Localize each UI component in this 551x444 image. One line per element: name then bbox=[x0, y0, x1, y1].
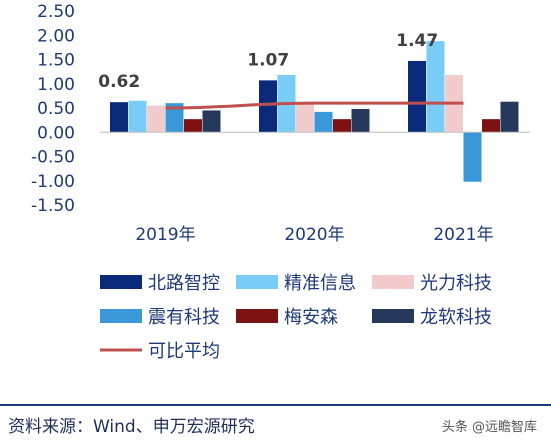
y-axis: 2.50 2.00 1.50 1.00 0.50 0.00 -0.50 -1.00 -1.50 bbox=[31, 2, 75, 216]
x-tick-label: 2021年 bbox=[433, 225, 493, 245]
legend-swatch-震有科技 bbox=[100, 309, 142, 323]
y-tick-label: 0.50 bbox=[37, 99, 75, 119]
data-label: 1.07 bbox=[247, 50, 289, 70]
bar-北路智控-2020年 bbox=[259, 80, 277, 133]
y-tick-label: 1.50 bbox=[37, 51, 75, 71]
legend-label-梅安森: 梅安森 bbox=[284, 307, 338, 328]
legend-label-震有科技: 震有科技 bbox=[148, 307, 220, 328]
x-tick-label: 2020年 bbox=[284, 225, 344, 245]
bar-龙软科技-2020年 bbox=[351, 108, 370, 133]
bar-光力科技-2019年 bbox=[147, 105, 165, 133]
data-label: 1.47 bbox=[396, 31, 438, 51]
y-tick-label: 2.50 bbox=[37, 2, 75, 22]
y-tick-label: 2.00 bbox=[37, 26, 75, 46]
legend-label-精准信息: 精准信息 bbox=[284, 273, 356, 294]
y-tick-label: -0.50 bbox=[31, 148, 75, 168]
bar-北路智控-2021年 bbox=[408, 60, 426, 133]
data-labels: 0.62 1.07 1.47 bbox=[98, 31, 438, 92]
bar-震有科技-2021年 bbox=[463, 132, 482, 182]
bar-龙软科技-2019年 bbox=[202, 110, 221, 133]
data-label: 0.62 bbox=[98, 72, 140, 92]
legend-swatch-光力科技 bbox=[372, 275, 414, 289]
y-tick-label: 0.00 bbox=[37, 123, 75, 143]
legend-label-光力科技: 光力科技 bbox=[420, 273, 492, 294]
x-axis: 2019年 2020年 2021年 bbox=[135, 225, 493, 245]
legend-swatch-梅安森 bbox=[236, 309, 278, 323]
bar-光力科技-2020年 bbox=[296, 102, 314, 133]
bars bbox=[110, 41, 519, 182]
y-tick-label: 1.00 bbox=[37, 75, 75, 95]
bar-震有科技-2020年 bbox=[314, 111, 333, 133]
watermark: 头条 @远瞻智库 bbox=[441, 420, 537, 435]
footer-divider bbox=[0, 404, 551, 406]
legend-label-龙软科技: 龙软科技 bbox=[420, 307, 492, 328]
bar-震有科技-2019年 bbox=[165, 103, 184, 133]
y-tick-label: -1.50 bbox=[31, 196, 75, 216]
bar-梅安森-2021年 bbox=[482, 119, 500, 133]
average-line bbox=[165, 101, 464, 110]
legend-swatch-精准信息 bbox=[236, 275, 278, 289]
bar-精准信息-2019年 bbox=[128, 100, 147, 133]
bar-北路智控-2019年 bbox=[110, 102, 128, 133]
source-note: 资料来源：Wind、申万宏源研究 bbox=[8, 417, 255, 437]
legend-swatch-龙软科技 bbox=[372, 309, 414, 323]
x-tick-label: 2019年 bbox=[135, 225, 195, 245]
bar-chart: 2.502.001.501.000.500.00-0.50-1.00-1.50 … bbox=[31, 2, 530, 362]
legend-label-北路智控: 北路智控 bbox=[148, 273, 220, 294]
bar-精准信息-2021年 bbox=[426, 41, 445, 133]
legend-label-可比平均: 可比平均 bbox=[148, 341, 220, 362]
legend-swatch-北路智控 bbox=[100, 275, 142, 289]
bar-龙软科技-2021年 bbox=[500, 101, 519, 133]
bar-梅安森-2019年 bbox=[184, 119, 202, 133]
line-可比平均 bbox=[165, 101, 464, 110]
y-tick-label: -1.00 bbox=[31, 172, 75, 192]
bar-梅安森-2020年 bbox=[333, 119, 351, 133]
